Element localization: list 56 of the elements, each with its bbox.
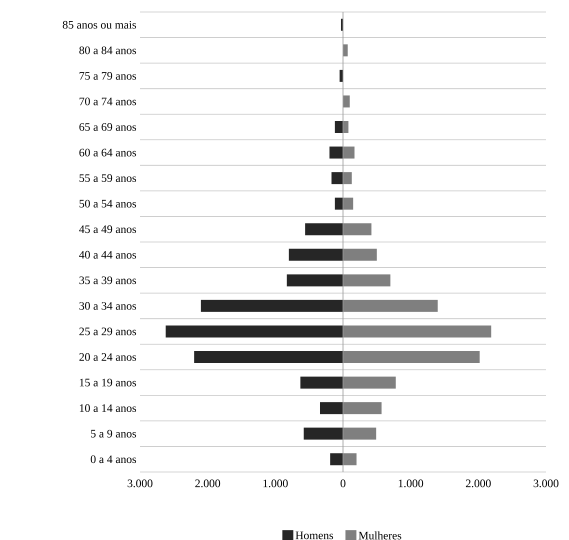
bar bbox=[286, 274, 344, 286]
bar bbox=[200, 300, 344, 312]
y-tick-label: 45 a 49 anos bbox=[79, 225, 136, 234]
y-tick-label: 10 a 14 anos bbox=[80, 404, 136, 412]
bar bbox=[334, 121, 344, 134]
bar bbox=[343, 428, 376, 440]
bar bbox=[343, 121, 348, 134]
x-tick-label: 0 bbox=[340, 480, 346, 488]
bar bbox=[166, 325, 344, 338]
y-tick-label: 85 anos ou mais bbox=[62, 20, 136, 29]
y-tick-label: 5 a 9 anos bbox=[91, 430, 136, 438]
bar bbox=[343, 172, 352, 184]
bar bbox=[300, 376, 344, 389]
y-tick-label: 80 a 84 anos bbox=[79, 46, 136, 54]
bar bbox=[343, 274, 390, 286]
bar bbox=[288, 248, 344, 261]
bar bbox=[343, 248, 377, 261]
y-tick-label: 50 a 54 anos bbox=[80, 200, 136, 208]
y-tick-label: 60 a 64 anos bbox=[79, 148, 136, 156]
bar bbox=[343, 146, 355, 159]
legend-label: Homens bbox=[296, 532, 334, 540]
bar bbox=[343, 223, 372, 236]
x-tick-label: 3.000 bbox=[128, 480, 152, 488]
y-tick-label: 25 a 29 anos bbox=[79, 328, 136, 336]
bar bbox=[343, 95, 350, 108]
bar bbox=[343, 300, 438, 312]
y-tick-label: 70 a 74 anos bbox=[80, 98, 136, 106]
y-tick-label: 30 a 34 anos bbox=[79, 302, 136, 310]
bar bbox=[305, 223, 344, 236]
x-tick-label: 2.000 bbox=[195, 480, 220, 488]
x-tick-label: 1.000 bbox=[263, 480, 288, 488]
bar bbox=[304, 428, 344, 440]
x-tick-label: 2.000 bbox=[466, 480, 491, 488]
y-tick-label: 20 a 24 anos bbox=[79, 353, 136, 361]
bar bbox=[194, 351, 344, 364]
x-tick-label: 1.000 bbox=[398, 480, 424, 488]
y-tick-label: 15 a 19 anos bbox=[80, 378, 136, 386]
y-tick-label: 65 a 69 anos bbox=[79, 123, 136, 131]
bar bbox=[343, 453, 357, 466]
y-tick-label: 40 a 44 anos bbox=[79, 250, 136, 259]
y-tick-label: 75 a 79 anos bbox=[80, 72, 136, 80]
y-tick-label: 35 a 39 anos bbox=[79, 276, 136, 284]
bar bbox=[343, 325, 492, 338]
bar bbox=[343, 351, 480, 364]
legend-label: Mulheres bbox=[358, 531, 402, 540]
bar bbox=[329, 146, 344, 159]
bar bbox=[343, 198, 354, 210]
bar bbox=[332, 172, 344, 184]
bar bbox=[330, 453, 344, 466]
y-tick-label: 55 a 59 anos bbox=[80, 174, 136, 182]
bar bbox=[334, 198, 344, 210]
x-tick-label: 3.000 bbox=[534, 480, 558, 488]
bar bbox=[343, 402, 382, 414]
bar bbox=[343, 376, 396, 389]
y-tick-label: 0 a 4 anos bbox=[90, 455, 136, 464]
bar bbox=[320, 402, 344, 414]
